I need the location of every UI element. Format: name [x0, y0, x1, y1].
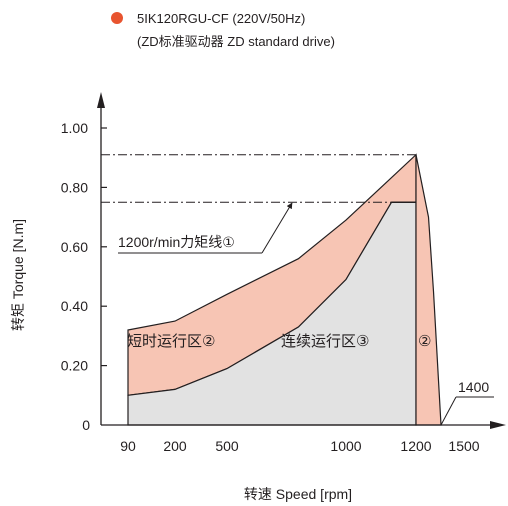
max-speed-label: 1400	[458, 379, 489, 395]
y-tick-label: 0.20	[61, 358, 88, 374]
short-time-high-speed-label: ②	[418, 333, 431, 350]
x-axis-ticks: 90 200 500 1000 1200 1500	[120, 438, 480, 454]
x-axis-arrow	[490, 421, 506, 429]
max-speed-leader-line	[440, 396, 457, 426]
x-tick-label: 1000	[330, 438, 361, 454]
x-tick-label: 1200	[400, 438, 431, 454]
continuous-region-label: 连续运行区③	[281, 333, 369, 350]
legend-line2: (ZD标准驱动器 ZD standard drive)	[137, 34, 335, 49]
x-tick-label: 500	[215, 438, 239, 454]
legend-line1: 5IK120RGU-CF (220V/50Hz)	[137, 11, 305, 26]
short-time-high-speed-region-area	[415, 154, 442, 426]
rated-torque-label: 1200r/min力矩线①	[118, 234, 235, 250]
y-axis-arrow	[97, 92, 105, 108]
y-tick-label: 0.80	[61, 179, 88, 195]
x-tick-label: 200	[163, 438, 187, 454]
short-time-region-label: 短时运行区②	[127, 333, 215, 350]
y-tick-label: 0.40	[61, 298, 88, 314]
y-tick-label: 0.60	[61, 239, 88, 255]
y-tick-label: 1.00	[61, 120, 88, 136]
x-axis-title: 转速 Speed [rpm]	[244, 486, 352, 502]
x-tick-label: 1500	[448, 438, 479, 454]
y-axis-title: 转矩 Torque [N.m]	[10, 219, 26, 331]
legend-marker	[111, 12, 123, 24]
rated-torque-leader-arrow	[261, 202, 293, 254]
x-tick-label: 90	[120, 438, 136, 454]
y-axis-ticks: 0 0.20 0.40 0.60 0.80 1.00	[61, 120, 107, 433]
y-tick-label: 0	[82, 417, 90, 433]
